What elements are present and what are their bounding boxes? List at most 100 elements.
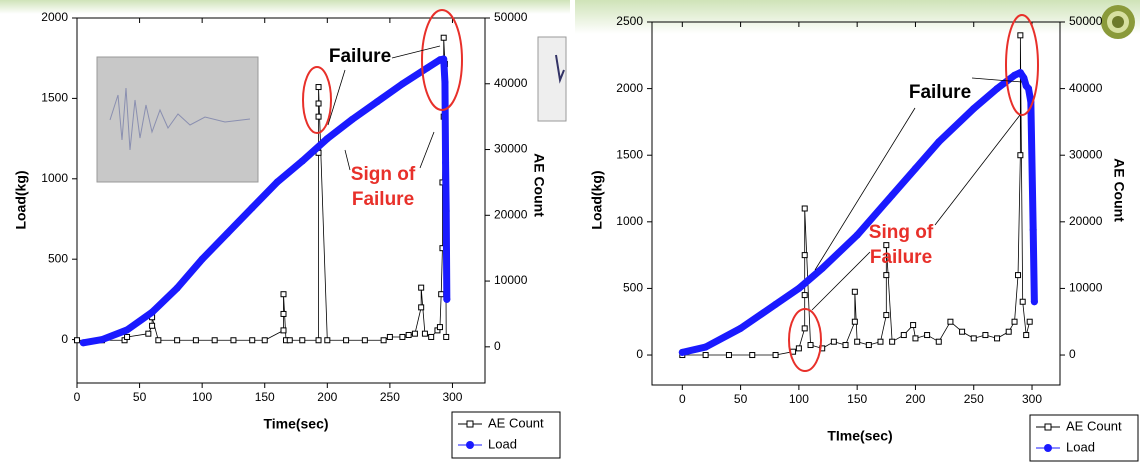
inset-waveform xyxy=(97,57,258,182)
ae-marker xyxy=(948,319,953,324)
legend-marker xyxy=(467,421,473,427)
x-tick-label: 100 xyxy=(789,392,809,406)
ae-marker xyxy=(300,338,305,343)
ae-marker xyxy=(913,336,918,341)
load-marker xyxy=(249,204,256,211)
ae-marker xyxy=(387,334,392,339)
ae-marker xyxy=(400,334,405,339)
ae-marker xyxy=(1027,319,1032,324)
load-marker xyxy=(324,135,331,142)
ae-marker xyxy=(212,338,217,343)
y2-tick-label: 0 xyxy=(494,339,501,353)
annotation: Failure xyxy=(870,247,932,268)
ae-marker xyxy=(250,338,255,343)
annotation-arrow xyxy=(420,132,434,168)
ae-marker xyxy=(429,334,434,339)
ae-marker xyxy=(750,353,755,358)
ae-marker xyxy=(1020,299,1025,304)
x-tick-label: 150 xyxy=(847,392,867,406)
y2-axis-title: AE Count xyxy=(531,153,547,217)
ae-marker xyxy=(884,313,889,318)
ae-marker xyxy=(960,329,965,334)
header-band xyxy=(0,0,570,14)
load-marker xyxy=(124,326,131,333)
ae-marker xyxy=(1012,319,1017,324)
ae-marker xyxy=(855,339,860,344)
load-marker xyxy=(679,349,686,356)
ae-marker xyxy=(287,338,292,343)
x-axis-title: TIme(sec) xyxy=(827,428,892,444)
ae-marker xyxy=(281,292,286,297)
y-tick-label: 2000 xyxy=(41,10,68,24)
load-marker xyxy=(1030,226,1037,233)
load-marker xyxy=(149,309,156,316)
logo xyxy=(1101,5,1135,39)
ae-marker xyxy=(1024,333,1029,338)
load-marker xyxy=(737,325,744,332)
load-marker xyxy=(174,285,181,292)
y-tick-label: 0 xyxy=(636,347,643,361)
load-marker xyxy=(399,80,406,87)
load-marker xyxy=(1020,74,1027,81)
annotation-arrow xyxy=(345,150,350,170)
load-marker xyxy=(199,256,206,263)
series-line xyxy=(682,73,1034,353)
load-marker xyxy=(441,79,448,86)
load-marker xyxy=(772,301,779,308)
ae-marker xyxy=(843,343,848,348)
ae-marker xyxy=(419,305,424,310)
annotation: Sing of xyxy=(869,222,934,243)
load-marker xyxy=(1025,85,1032,92)
ae-marker xyxy=(444,334,449,339)
load-marker xyxy=(99,336,106,343)
annotation: Failure xyxy=(329,46,391,67)
ae-marker xyxy=(316,85,321,90)
ae-marker xyxy=(316,114,321,119)
load-marker xyxy=(970,105,977,112)
y2-tick-label: 30000 xyxy=(1069,147,1103,161)
ae-marker xyxy=(419,285,424,290)
x-tick-label: 50 xyxy=(133,390,147,404)
ae-marker xyxy=(971,336,976,341)
load-marker xyxy=(819,265,826,272)
ae-marker xyxy=(802,206,807,211)
ae-marker xyxy=(1018,153,1023,158)
x-tick-label: 200 xyxy=(905,392,925,406)
y2-tick-label: 10000 xyxy=(494,273,528,287)
load-marker xyxy=(224,230,231,237)
ae-marker xyxy=(316,101,321,106)
ae-marker xyxy=(866,343,871,348)
y2-tick-label: 50000 xyxy=(1069,14,1103,28)
y2-tick-label: 0 xyxy=(1069,347,1076,361)
ae-marker xyxy=(441,35,446,40)
legend-marker xyxy=(1044,444,1052,452)
ae-marker xyxy=(852,319,857,324)
figure: 0501001502002503000500100015002000010000… xyxy=(0,0,1140,468)
legend-label: AE Count xyxy=(488,415,544,430)
load-marker xyxy=(795,285,802,292)
ae-marker xyxy=(146,331,151,336)
load-marker xyxy=(80,339,87,346)
legend-marker xyxy=(1045,424,1051,430)
ae-marker xyxy=(175,338,180,343)
ae-marker xyxy=(890,339,895,344)
load-marker xyxy=(443,296,450,303)
y-tick-label: 2000 xyxy=(616,81,643,95)
load-marker xyxy=(889,192,896,199)
y-tick-label: 0 xyxy=(61,332,68,346)
y-tick-label: 1500 xyxy=(616,147,643,161)
ae-marker xyxy=(1006,329,1011,334)
ae-marker xyxy=(75,338,80,343)
ae-marker xyxy=(808,343,813,348)
y-axis-title: Load(kg) xyxy=(13,170,29,229)
x-tick-label: 0 xyxy=(679,392,686,406)
ae-marker xyxy=(995,336,1000,341)
legend-marker xyxy=(466,441,474,449)
ae-marker xyxy=(884,273,889,278)
annotation: Failure xyxy=(909,82,971,103)
ae-marker xyxy=(831,339,836,344)
load-marker xyxy=(702,344,709,351)
annotation: Sign of xyxy=(351,164,416,185)
y-tick-label: 1500 xyxy=(41,91,68,105)
